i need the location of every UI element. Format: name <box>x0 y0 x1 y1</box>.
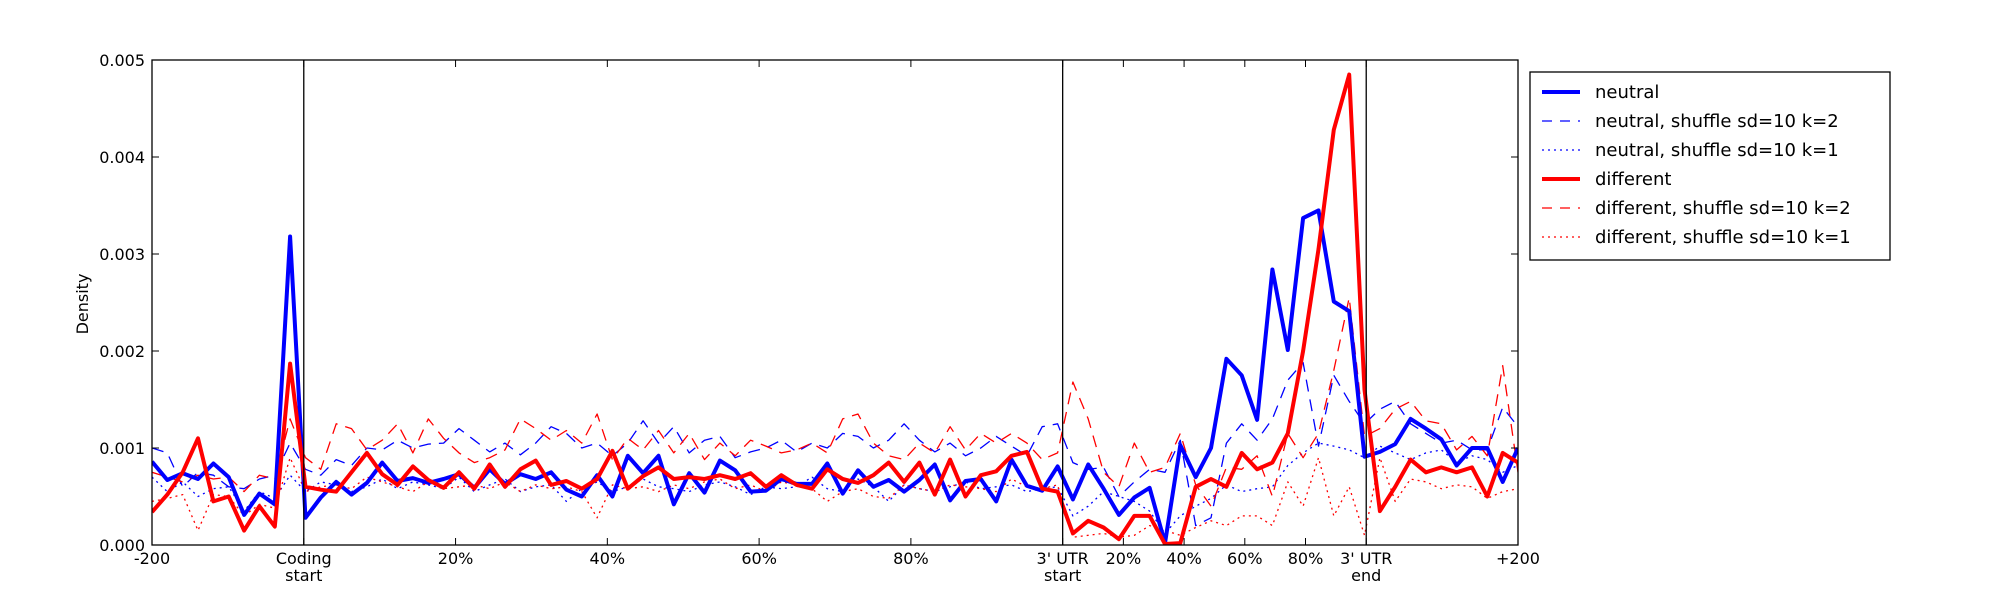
series-layer <box>152 72 1518 545</box>
legend-entry: neutral <box>1542 82 1659 103</box>
y-tick-labels: 0.000 0.001 0.002 0.003 0.004 0.005 <box>99 51 145 555</box>
plot-frame <box>151 59 1519 546</box>
legend-entry: different, shuffle sd=10 k=2 <box>1542 198 1851 219</box>
x-tick-label: start <box>1044 566 1081 585</box>
x-tick-label: 40% <box>590 549 626 568</box>
y-tick-label: 0.005 <box>99 51 145 70</box>
y-tick-label: 0.000 <box>99 536 145 555</box>
series-line-2 <box>152 361 1518 527</box>
x-tick-label: 80% <box>893 549 929 568</box>
legend: neutral neutral, shuffle sd=10 k=2 neutral… <box>1529 71 1891 261</box>
y-tick-label: 0.003 <box>99 245 145 264</box>
legend-label: different <box>1595 169 1671 190</box>
x-tick-label: -200 <box>134 549 170 568</box>
x-tick-label: start <box>285 566 322 585</box>
series-line-4 <box>152 72 1518 545</box>
x-tick-label: end <box>1351 566 1381 585</box>
x-tick-label: 80% <box>1288 549 1324 568</box>
x-tick-label: 40% <box>1166 549 1202 568</box>
axis-ticks <box>151 59 1519 546</box>
legend-label: different, shuffle sd=10 k=1 <box>1595 227 1851 248</box>
series-line-5 <box>152 296 1518 507</box>
y-tick-label: 0.002 <box>99 342 145 361</box>
x-tick-label: +200 <box>1496 549 1540 568</box>
x-tick-label: 3' UTR <box>1340 549 1392 568</box>
legend-frame <box>1529 71 1891 261</box>
x-tick-label: 60% <box>741 549 777 568</box>
series-line-1 <box>152 208 1518 545</box>
x-tick-label: Coding <box>276 549 332 568</box>
y-tick-label: 0.001 <box>99 439 145 458</box>
legend-entry: different <box>1542 169 1671 190</box>
legend-entry: different, shuffle sd=10 k=1 <box>1542 227 1851 248</box>
series-line-6 <box>152 457 1518 538</box>
legend-label: different, shuffle sd=10 k=2 <box>1595 198 1851 219</box>
series-line-3 <box>152 442 1518 535</box>
x-tick-label: 3' UTR <box>1037 549 1089 568</box>
y-axis-title: Density <box>73 274 92 335</box>
legend-label: neutral, shuffle sd=10 k=2 <box>1595 111 1839 132</box>
legend-label: neutral, shuffle sd=10 k=1 <box>1595 140 1839 161</box>
x-tick-label: 20% <box>1106 549 1142 568</box>
legend-entry: neutral, shuffle sd=10 k=2 <box>1542 111 1839 132</box>
x-tick-label: 60% <box>1227 549 1263 568</box>
x-tick-label: 20% <box>438 549 474 568</box>
section-dividers <box>303 60 1367 545</box>
y-tick-label: 0.004 <box>99 148 145 167</box>
legend-entry: neutral, shuffle sd=10 k=1 <box>1542 140 1839 161</box>
legend-label: neutral <box>1595 82 1659 103</box>
